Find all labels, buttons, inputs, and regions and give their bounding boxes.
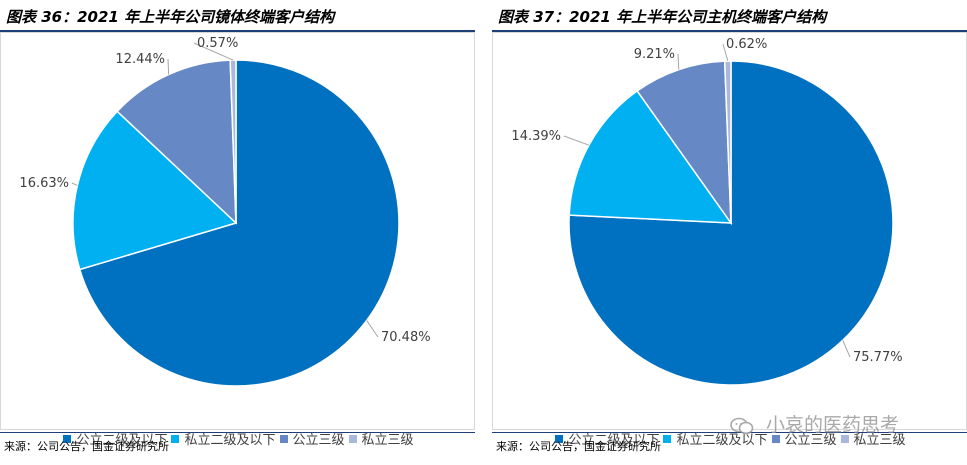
chart-box: 75.77% 14.39% 9.21% 0.62% 公立二级及以下 私立二级及以下 公立三… xyxy=(492,32,967,448)
pie-chart: 70.48% 16.63% 12.44% 0.57% xyxy=(19,36,431,387)
legend-label: 私立二级及以下 xyxy=(184,433,276,448)
chart-box: 70.48% 16.63% 12.44% 0.57% 公立二级及以下 私立二级及以下 公立… xyxy=(0,32,475,448)
legend-swatch xyxy=(63,434,72,443)
slice-value-label-2: 12.44% xyxy=(115,52,165,67)
source-note: 来源：公司公告，国金证券研究所 xyxy=(496,440,661,453)
leader-line-1 xyxy=(563,135,590,146)
slice-value-label-2: 9.21% xyxy=(634,47,675,62)
legend-label: 公立三级 xyxy=(292,433,345,448)
legend-label: 公立二级及以下 xyxy=(76,433,168,448)
slice-value-label-0: 75.77% xyxy=(853,350,903,365)
pie-chart: 75.77% 14.39% 9.21% 0.62% xyxy=(511,37,903,386)
chart-panel-right: 图表 37：2021 年上半年公司主机终端客户结构 75.77% 14.39% 9.… xyxy=(492,0,967,465)
legend-swatch xyxy=(840,434,849,443)
wechat-icon xyxy=(730,417,754,434)
legend-item-2: 公立三级 xyxy=(279,429,345,448)
legend-label: 私立三级 xyxy=(361,433,414,448)
legend-swatch xyxy=(771,434,780,443)
chart-legend: 公立二级及以下 私立二级及以下 公立三级 私立三级 xyxy=(1,429,476,448)
source-note: 来源：公司公告，国金证券研究所 xyxy=(4,440,169,453)
legend-label: 公立三级 xyxy=(784,433,837,448)
legend-swatch xyxy=(555,434,564,443)
slice-value-label-1: 16.63% xyxy=(19,176,69,191)
legend-item-0: 公立二级及以下 xyxy=(63,429,167,448)
leader-line-1 xyxy=(71,182,78,186)
legend-swatch xyxy=(171,434,180,443)
legend-item-1: 私立二级及以下 xyxy=(663,429,768,448)
figure-title: 图表 36：2021 年上半年公司镜体终端客户结构 xyxy=(6,8,335,26)
slice-value-label-3: 0.57% xyxy=(197,36,238,51)
legend-swatch xyxy=(348,434,357,443)
bottom-rule xyxy=(492,432,967,433)
leader-line-3 xyxy=(193,42,234,61)
watermark-text: 小哀的医药思考 xyxy=(766,414,900,436)
legend-label: 私立三级 xyxy=(853,433,906,448)
leader-line-2 xyxy=(167,58,170,75)
watermark: 小哀的医药思考 xyxy=(730,410,899,437)
title-rule xyxy=(0,30,475,32)
figure-title: 图表 37：2021 年上半年公司主机终端客户结构 xyxy=(498,8,827,26)
legend-item-3: 私立三级 xyxy=(840,429,906,448)
legend-label: 私立二级及以下 xyxy=(676,433,768,448)
legend-label: 公立二级及以下 xyxy=(568,433,660,448)
pie-slice-2 xyxy=(636,60,732,226)
legend-swatch xyxy=(279,434,288,443)
leader-line-0 xyxy=(366,320,379,338)
leader-line-0 xyxy=(842,340,851,358)
pie-slice-0 xyxy=(78,59,400,387)
pie-slice-3 xyxy=(229,59,237,224)
pie-slice-1 xyxy=(568,89,733,224)
slice-value-label-0: 70.48% xyxy=(381,330,431,345)
leader-line-3 xyxy=(722,43,729,62)
slice-value-label-3: 0.62% xyxy=(726,37,767,52)
bottom-rule xyxy=(0,432,475,433)
leader-line-2 xyxy=(677,53,680,70)
slice-value-label-1: 14.39% xyxy=(511,129,561,144)
title-rule xyxy=(492,30,967,32)
legend-item-3: 私立三级 xyxy=(348,429,414,448)
legend-item-0: 公立二级及以下 xyxy=(555,429,659,448)
legend-item-1: 私立二级及以下 xyxy=(171,429,276,448)
chart-panel-left: 图表 36：2021 年上半年公司镜体终端客户结构 70.48% 16.63% 12… xyxy=(0,0,475,465)
legend-swatch xyxy=(663,434,672,443)
legend-item-2: 公立三级 xyxy=(771,429,837,448)
chart-legend: 公立二级及以下 私立二级及以下 公立三级 私立三级 xyxy=(493,429,967,448)
